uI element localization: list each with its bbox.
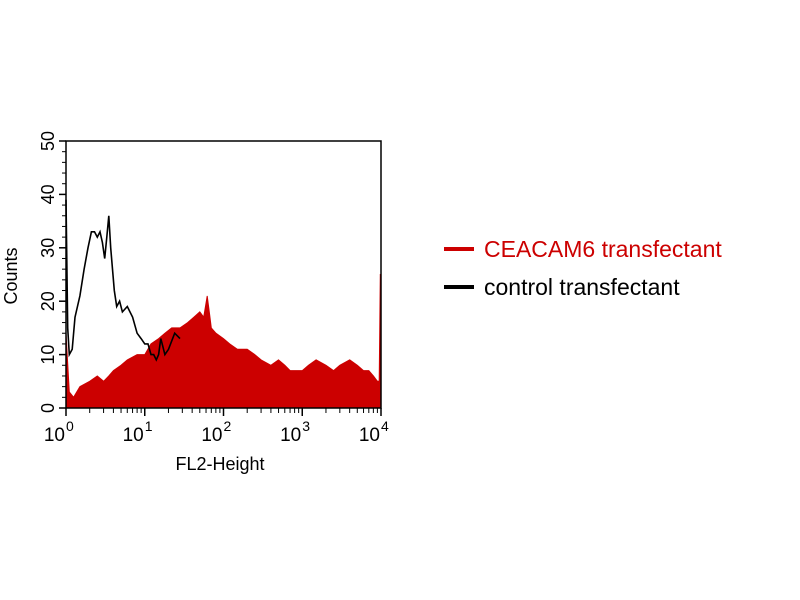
x-tick-label: 10 <box>44 425 65 446</box>
y-tick-label: 40 <box>38 184 58 204</box>
x-tick-exponent: 4 <box>381 418 389 434</box>
y-tick-label: 0 <box>38 403 58 413</box>
legend-label-control: control transfectant <box>484 273 680 300</box>
y-tick-label: 50 <box>38 131 58 151</box>
legend-swatch-black <box>444 285 474 289</box>
x-tick-exponent: 2 <box>224 418 232 434</box>
y-axis-label: Counts <box>1 247 21 304</box>
y-axis-ticks: 0 10 20 30 40 50 <box>38 131 66 413</box>
x-tick-exponent: 3 <box>302 418 310 434</box>
legend-label-ceacam6: CEACAM6 transfectant <box>484 235 722 262</box>
x-axis-ticks: 10 0 10 1 10 2 10 3 10 4 <box>44 408 389 446</box>
legend-item-control: control transfectant <box>444 268 722 306</box>
y-tick-label: 10 <box>38 345 58 365</box>
plot-marks <box>65 199 382 409</box>
x-tick-label: 10 <box>280 425 301 446</box>
y-tick-label: 30 <box>38 238 58 258</box>
x-tick-exponent: 0 <box>66 418 74 434</box>
x-axis-label: FL2-Height <box>175 454 264 474</box>
x-tick-label: 10 <box>123 425 144 446</box>
x-tick-label: 10 <box>359 425 380 446</box>
legend-item-ceacam6: CEACAM6 transfectant <box>444 230 722 268</box>
series-line-control-transfectant <box>65 199 181 362</box>
legend: CEACAM6 transfectant control transfectan… <box>444 230 722 306</box>
series-area-ceacam6-transfectant <box>65 274 382 409</box>
y-tick-label: 20 <box>38 291 58 311</box>
legend-swatch-red <box>444 247 474 251</box>
x-tick-label: 10 <box>201 425 222 446</box>
x-tick-exponent: 1 <box>145 418 153 434</box>
